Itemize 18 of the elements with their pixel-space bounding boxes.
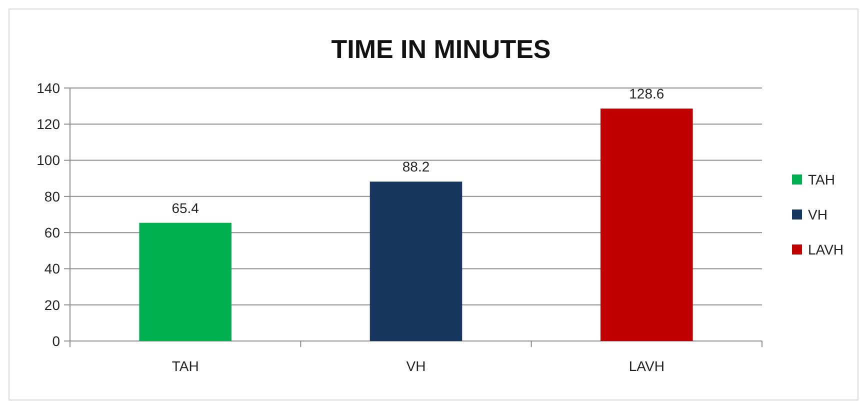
y-tick-label: 20 bbox=[44, 296, 60, 313]
y-tick-label: 60 bbox=[44, 224, 60, 240]
y-tick-label: 100 bbox=[36, 152, 60, 168]
data-label: 65.4 bbox=[172, 200, 200, 216]
y-tick-label: 80 bbox=[44, 188, 60, 204]
legend-label: VH bbox=[808, 206, 828, 222]
y-tick-label: 120 bbox=[36, 116, 60, 132]
y-tick-label: 0 bbox=[52, 332, 60, 349]
legend-label: LAVH bbox=[808, 241, 844, 258]
chart-title: TIME IN MINUTES bbox=[331, 34, 551, 64]
data-label: 88.2 bbox=[402, 158, 430, 175]
y-tick-label: 40 bbox=[44, 260, 60, 277]
y-tick-label: 140 bbox=[36, 80, 60, 96]
x-tick-label: VH bbox=[406, 358, 426, 374]
legend-label: TAH bbox=[808, 171, 835, 188]
data-label: 128.6 bbox=[629, 86, 664, 102]
x-tick-label: TAH bbox=[172, 358, 199, 374]
x-tick-label: LAVH bbox=[628, 358, 664, 374]
